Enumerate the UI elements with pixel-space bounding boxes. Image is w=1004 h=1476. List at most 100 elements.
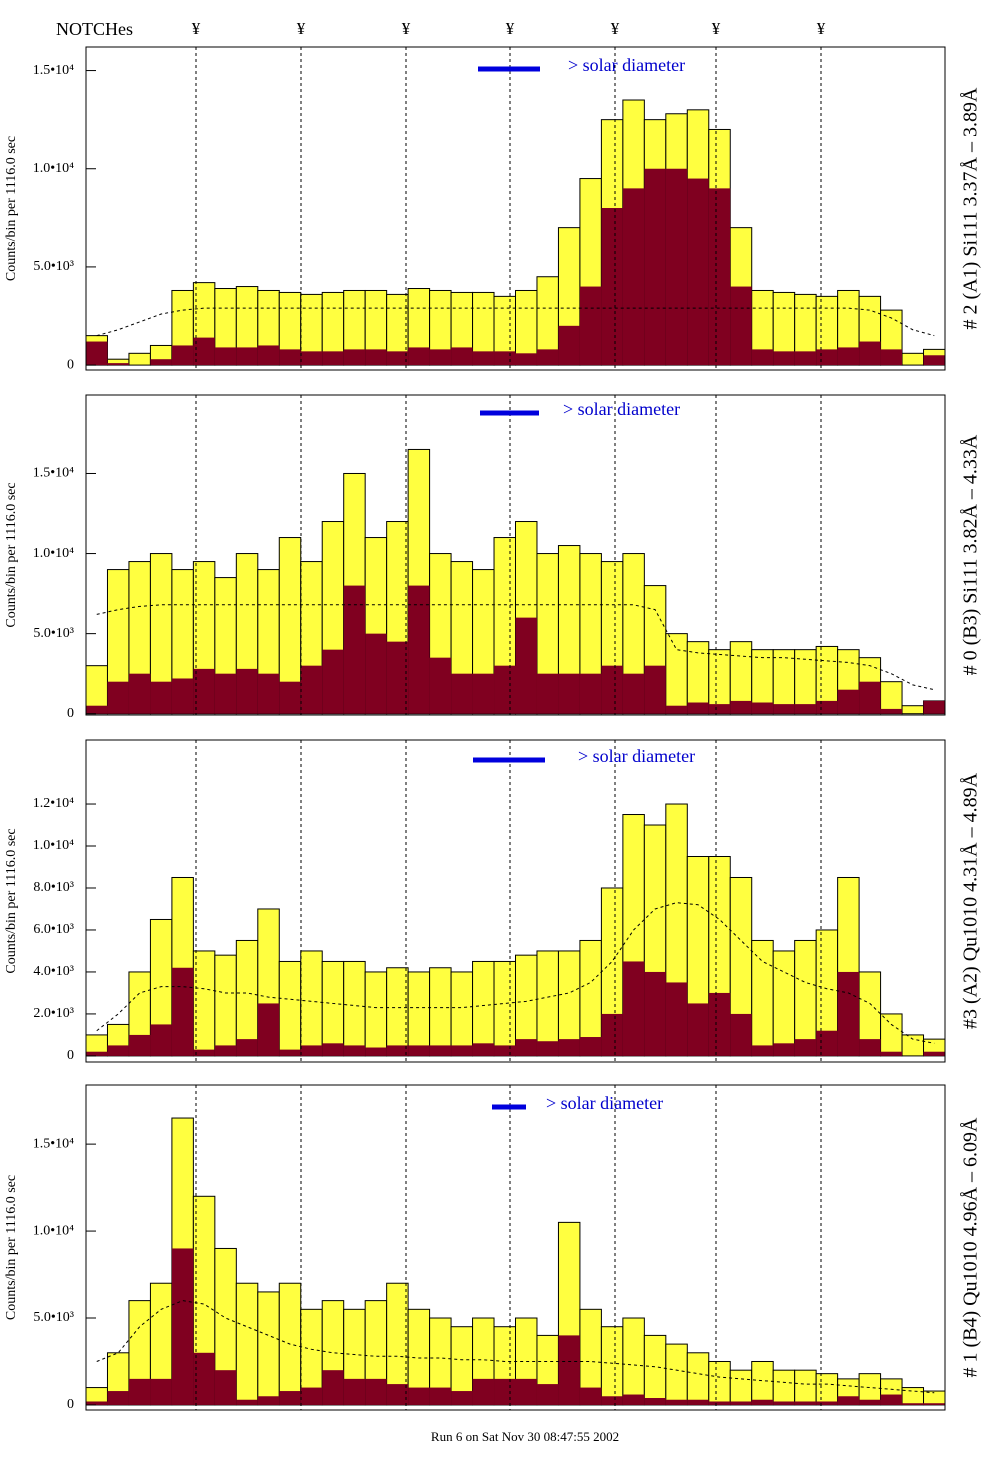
histogram-bar xyxy=(494,1045,516,1056)
histogram-bar xyxy=(880,349,903,366)
histogram-bar xyxy=(279,681,301,714)
histogram-bar xyxy=(859,1399,881,1405)
histogram-bar xyxy=(214,954,237,1057)
histogram-bar xyxy=(214,1370,237,1405)
notch-mark: ¥ xyxy=(402,19,411,38)
histogram-bar xyxy=(729,1369,753,1406)
histogram-bar xyxy=(601,1396,623,1405)
histogram-bar xyxy=(794,351,817,366)
y-tick-label: 8.0•10³ xyxy=(33,880,74,895)
y-axis-label: Counts/bin per 1116.0 sec xyxy=(4,482,19,627)
histogram-bar xyxy=(686,1352,710,1406)
histogram-bar xyxy=(901,705,925,715)
histogram-bar xyxy=(214,347,237,366)
y-tick-label: 5.0•10³ xyxy=(33,626,74,641)
solar-annotation: > solar diameter xyxy=(546,1093,663,1113)
histogram-bar xyxy=(687,178,709,366)
histogram-bar xyxy=(880,708,903,714)
histogram-bar xyxy=(429,967,452,1057)
histogram-bar xyxy=(730,1401,752,1405)
plot-border xyxy=(85,46,946,371)
notch-mark: ¥ xyxy=(297,19,306,38)
histogram-bar xyxy=(644,665,666,714)
y-tick-label: 0 xyxy=(67,357,74,372)
histogram-bar xyxy=(644,971,666,1056)
histogram-bar xyxy=(193,1352,215,1405)
histogram-bar xyxy=(665,1343,688,1406)
y-tick-label: 0 xyxy=(67,1397,74,1412)
histogram-bar xyxy=(901,352,925,366)
histogram-bar xyxy=(322,649,344,714)
y-axis-label: Counts/bin per 1116.0 sec xyxy=(4,828,19,973)
histogram-bar xyxy=(236,1039,258,1056)
histogram-bar xyxy=(644,168,666,366)
histogram-bar xyxy=(236,1399,258,1405)
histogram-bar xyxy=(128,1378,151,1405)
y-tick-label: 1.2•10⁴ xyxy=(33,796,74,811)
histogram-bar xyxy=(257,673,280,714)
solar-annotation: > solar diameter xyxy=(578,746,695,766)
y-tick-label: 0 xyxy=(67,706,74,721)
histogram-bar xyxy=(816,349,838,366)
histogram-bar xyxy=(386,1384,409,1405)
notches-label: NOTCHes xyxy=(56,19,133,39)
histogram-bar xyxy=(815,1373,839,1406)
histogram-bar xyxy=(386,641,409,714)
notch-mark: ¥ xyxy=(712,19,721,38)
plot-border xyxy=(85,394,946,716)
histogram-bar xyxy=(257,1396,280,1405)
histogram-bar xyxy=(429,1045,452,1056)
histogram-bar xyxy=(730,1013,752,1056)
histogram-bar xyxy=(408,347,430,366)
histogram-bar xyxy=(773,704,795,714)
plot-border xyxy=(85,1084,946,1411)
histogram-bar xyxy=(579,1037,602,1056)
histogram-bar xyxy=(816,1030,838,1056)
histogram-bar xyxy=(150,359,172,366)
histogram-bar xyxy=(150,1378,172,1405)
plot-border xyxy=(85,739,946,1063)
histogram-bar xyxy=(214,1045,237,1056)
histogram-bar xyxy=(600,1326,624,1406)
histogram-bar xyxy=(171,967,194,1056)
histogram-bar xyxy=(536,673,559,714)
histogram-bar xyxy=(859,681,881,714)
histogram-bar xyxy=(665,982,688,1056)
fit-line xyxy=(96,307,935,337)
histogram-bar xyxy=(343,1378,366,1405)
histogram-bar xyxy=(687,1399,709,1405)
histogram-bar xyxy=(300,1045,323,1056)
histogram-bar xyxy=(236,668,258,714)
histogram-bar xyxy=(150,1024,172,1056)
histogram-bar xyxy=(322,1370,344,1405)
y-tick-label: 1.0•10⁴ xyxy=(33,161,74,176)
histogram-bar xyxy=(214,673,237,714)
y-tick-label: 1.5•10⁴ xyxy=(33,63,74,78)
histogram-bar xyxy=(816,1401,838,1405)
histogram-bar xyxy=(386,351,409,366)
histogram-bar xyxy=(687,702,709,714)
histogram-bar xyxy=(837,971,860,1056)
histogram-bar xyxy=(794,1039,817,1056)
histogram-bar xyxy=(472,960,495,1057)
histogram-bar xyxy=(494,351,516,366)
histogram-bar xyxy=(300,950,323,1057)
histogram-bar xyxy=(429,349,452,366)
histogram-bar xyxy=(708,992,731,1056)
histogram-bar xyxy=(687,1003,709,1056)
histogram-bar xyxy=(515,617,537,714)
histogram-bar xyxy=(665,1399,688,1405)
histogram-bar xyxy=(794,1401,817,1405)
histogram-bar xyxy=(730,700,752,714)
histogram-bar xyxy=(257,1003,280,1056)
histogram-bar xyxy=(751,1360,774,1406)
y-axis-label: Counts/bin per 1116.0 sec xyxy=(4,1175,19,1320)
right-label: # 0 (B3) Si111 3.82Å – 4.33Å xyxy=(960,434,982,675)
y-tick-label: 0 xyxy=(67,1048,74,1063)
histogram-bar xyxy=(536,1384,559,1405)
histogram-bar xyxy=(859,1039,881,1056)
histogram-bar xyxy=(772,1369,796,1406)
histogram-bar xyxy=(837,689,860,714)
histogram-bar xyxy=(86,1401,108,1405)
histogram-bar xyxy=(107,363,129,366)
